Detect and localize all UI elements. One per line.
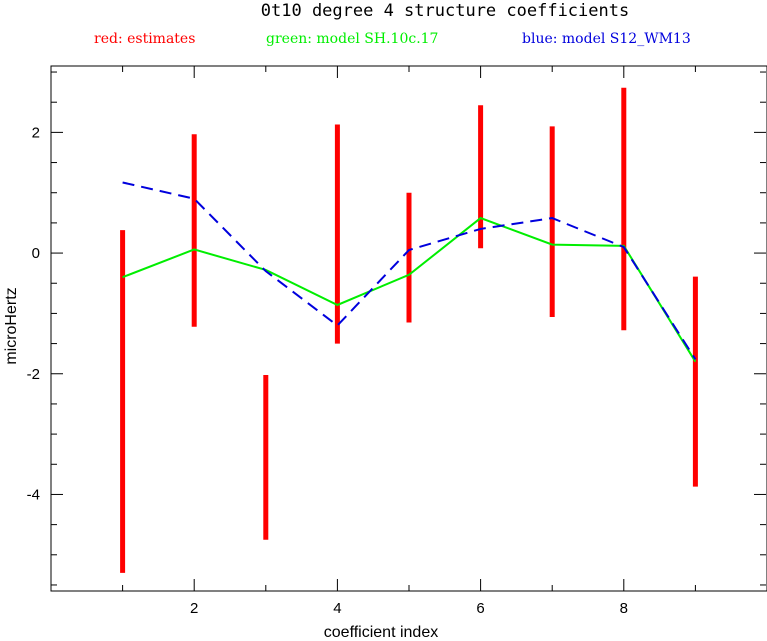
legend-model-sh: green: model SH.10c.17 [266,31,438,47]
x-tick-label: 2 [190,600,198,617]
y-tick-label: -2 [27,366,40,383]
plot-frame [50,65,767,592]
tick-labels: 2 4 6 8 -4 -2 0 2 [27,124,628,617]
series-line-s12-wm13 [122,181,697,360]
x-axis-label: coefficient index [324,624,438,641]
axis-ticks [51,66,766,591]
x-tick-label: 4 [333,600,341,617]
chart-title: 0t10 degree 4 structure coefficients [261,1,629,21]
chart-marks [120,87,698,573]
y-tick-label: 2 [32,124,40,141]
series-line-sh-10c-17 [122,216,697,363]
y-tick-label: 0 [32,245,40,262]
legend-model-s12: blue: model S12_WM13 [522,31,691,47]
x-tick-label: 6 [476,600,484,617]
legend-estimates: red: estimates [94,31,195,47]
x-tick-label: 8 [620,600,628,617]
y-axis-label: microHertz [3,287,20,364]
y-tick-label: -4 [27,486,40,503]
